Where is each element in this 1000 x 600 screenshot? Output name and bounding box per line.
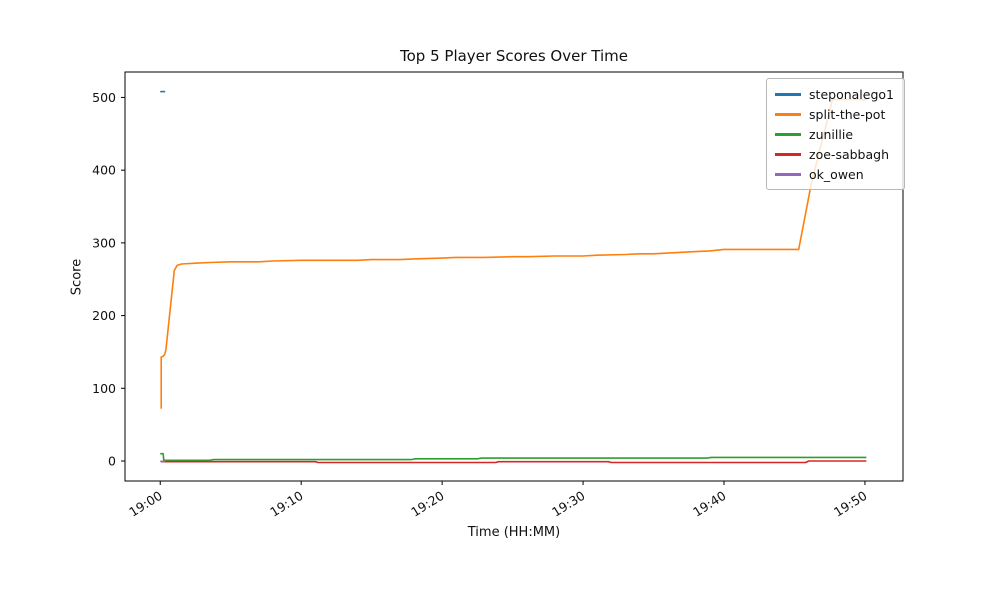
x-tick-label: 19:30 (549, 488, 588, 520)
x-axis: 19:00 19:10 19:20 19:30 19:40 19:50 (126, 481, 870, 520)
y-tick-label: 300 (92, 235, 116, 250)
legend-item-zoe-sabbagh: zoe-sabbagh (775, 144, 894, 164)
series-line-zunillie (160, 452, 867, 462)
x-axis-label: Time (HH:MM) (467, 525, 561, 540)
x-tick-label: 19:50 (831, 488, 870, 520)
legend-line-swatch (775, 132, 802, 136)
legend-label: zunillie (809, 126, 854, 142)
legend-line-swatch (775, 92, 802, 96)
series-line-zoe-sabbagh (161, 460, 867, 464)
series-lines (160, 90, 867, 464)
legend-item-zunillie: zunillie (775, 124, 894, 144)
legend-label: steponalego1 (809, 86, 894, 102)
y-axis: 0 100 200 300 400 500 (92, 90, 125, 469)
legend-label: split-the-pot (809, 106, 886, 122)
y-tick-label: 100 (92, 381, 116, 396)
series-line-split-the-pot (160, 98, 867, 409)
axes-spines (124, 71, 904, 482)
legend-item-steponalego1: steponalego1 (775, 84, 894, 104)
chart-title: Top 5 Player Scores Over Time (400, 47, 628, 65)
legend-label: zoe-sabbagh (809, 146, 889, 162)
x-tick-label: 19:40 (690, 488, 729, 520)
y-tick-label: 400 (92, 163, 116, 178)
legend-line-swatch (775, 172, 802, 176)
legend: steponalego1 split-the-pot zunillie zoe-sab… (766, 78, 905, 190)
x-tick-label: 19:20 (408, 488, 447, 520)
legend-line-swatch (775, 112, 802, 116)
x-tick-label: 19:10 (267, 488, 306, 520)
y-tick-label: 0 (108, 454, 116, 469)
legend-item-split-the-pot: split-the-pot (775, 104, 894, 124)
legend-line-swatch (775, 152, 802, 156)
y-tick-label: 500 (92, 90, 116, 105)
legend-item-ok_owen: ok_owen (775, 164, 894, 184)
y-tick-label: 200 (92, 308, 116, 323)
legend-label: ok_owen (809, 166, 864, 182)
x-tick-label: 19:00 (126, 488, 165, 520)
y-axis-label: Score (69, 258, 85, 296)
